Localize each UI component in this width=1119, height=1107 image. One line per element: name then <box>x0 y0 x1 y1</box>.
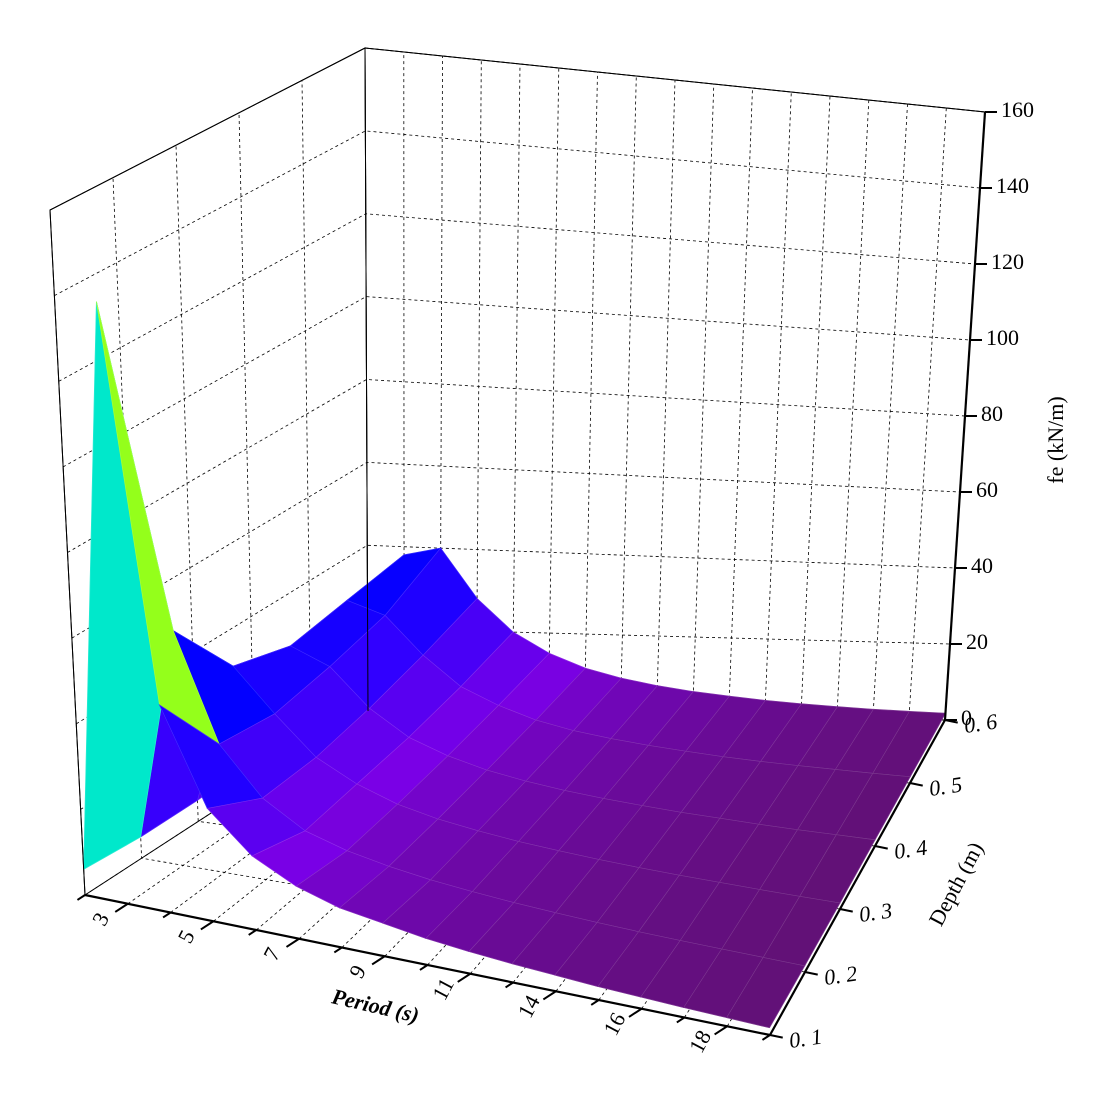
x-tick-label: 7 <box>258 943 285 964</box>
z-tick-label: 160 <box>1001 97 1034 122</box>
x-tick-label: 18 <box>684 1026 716 1057</box>
y-tick-label: 0. 6 <box>963 709 999 738</box>
x-tick-label: 3 <box>87 908 114 929</box>
z-tick-label: 20 <box>966 629 988 654</box>
grid-line <box>71 461 961 639</box>
x-tick <box>114 902 129 913</box>
y-tick-label: 0. 5 <box>928 772 964 801</box>
surface-mesh <box>726 957 806 1029</box>
x-tick <box>505 981 514 989</box>
grid-line <box>54 130 981 296</box>
grid-line <box>175 145 841 910</box>
x-tick <box>162 911 172 919</box>
x-tick-label: 5 <box>173 926 200 947</box>
grid-line <box>76 544 956 725</box>
x-tick-label: 16 <box>598 1008 630 1039</box>
x-tick-label: 9 <box>344 961 371 982</box>
box-edge <box>364 47 369 712</box>
x-tick <box>676 1016 685 1024</box>
y-tick-label: 0. 2 <box>823 961 859 990</box>
x-tick <box>590 999 600 1006</box>
box-edge <box>49 47 986 896</box>
y-axis-title: Depth (m) <box>923 838 988 930</box>
y-tick <box>874 845 888 850</box>
x-tick <box>714 1025 728 1036</box>
x-tick <box>200 920 214 931</box>
y-tick <box>839 908 853 913</box>
grid-line <box>49 47 986 211</box>
x-tick-label: 11 <box>427 974 459 1004</box>
x-tick <box>419 964 429 971</box>
z-tick-label: 120 <box>991 249 1024 274</box>
x-tick <box>333 946 343 954</box>
x-tick <box>628 1007 643 1018</box>
z-tick-label: 60 <box>976 477 998 502</box>
x-axis-title: Period (s) <box>329 983 422 1028</box>
x-tick <box>248 929 257 936</box>
y-tick <box>944 719 958 724</box>
y-tick <box>804 971 818 976</box>
y-tick <box>909 782 923 787</box>
x-tick <box>371 955 386 966</box>
y-tick <box>769 1034 783 1039</box>
x-tick <box>76 894 86 901</box>
grid-line <box>684 103 908 1018</box>
y-tick-label: 0. 3 <box>858 898 894 927</box>
grid-line <box>62 296 971 468</box>
grid-line <box>213 59 482 922</box>
x-tick <box>285 937 300 948</box>
x-tick <box>542 990 557 1001</box>
y-tick-label: 0. 1 <box>788 1024 824 1053</box>
z-tick-label: 100 <box>986 325 1019 350</box>
x-tick <box>761 1034 771 1041</box>
surface-cell <box>725 956 806 1029</box>
z-tick-label: 140 <box>996 173 1029 198</box>
z-axis-title: fe (kN/m) <box>1043 396 1068 483</box>
x-tick-label: 14 <box>512 991 544 1022</box>
grid-line <box>67 379 966 553</box>
grid-line <box>256 63 521 931</box>
x-tick <box>457 972 471 983</box>
z-tick-label: 80 <box>981 401 1003 426</box>
y-tick-label: 0. 4 <box>893 835 929 864</box>
grid-line <box>80 627 951 810</box>
z-tick-label: 40 <box>971 553 993 578</box>
y-axis <box>769 719 946 1036</box>
z-tick-label: 0 <box>961 705 972 730</box>
